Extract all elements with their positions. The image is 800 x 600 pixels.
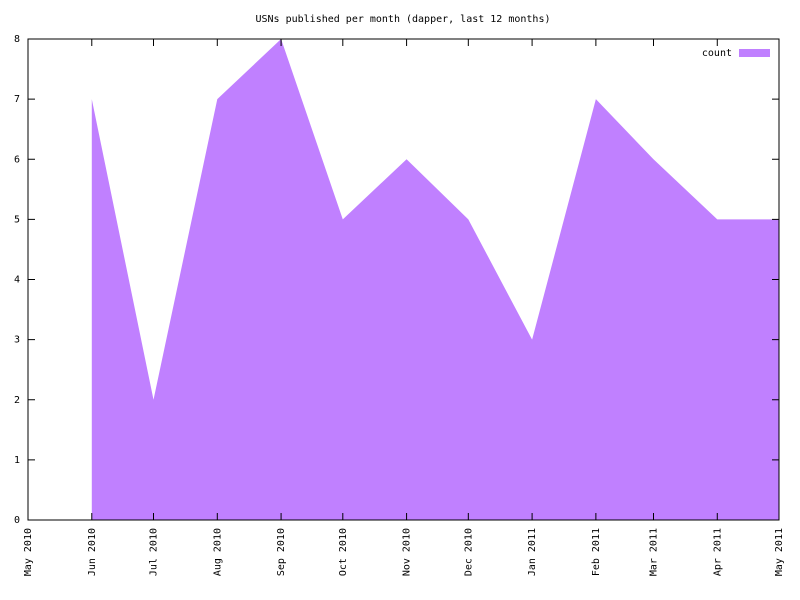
x-tick-label: Oct 2010 [338,528,349,576]
legend-label: count [702,48,732,59]
y-tick-label: 6 [14,154,20,165]
x-tick-label: Jan 2011 [527,528,538,576]
y-tick-label: 0 [14,515,20,526]
y-tick-label: 5 [14,214,20,225]
x-tick-label: Nov 2010 [402,528,413,576]
area [91,39,779,520]
legend-swatch [739,49,770,57]
chart-title: USNs published per month (dapper, last 1… [255,14,550,25]
x-tick-label: Jun 2010 [87,528,98,576]
y-tick-label: 1 [14,455,20,466]
x-tick-label: May 2011 [774,528,785,576]
y-tick-label: 8 [14,34,20,45]
x-tick-label: Sep 2010 [276,528,287,576]
y-tick-label: 4 [14,275,20,286]
x-tick-label: Feb 2011 [591,528,602,576]
x-tick-label: Aug 2010 [212,528,223,576]
x-tick-label: Dec 2010 [463,528,474,576]
x-tick-label: Jul 2010 [149,528,160,576]
plot-border [27,38,780,521]
y-tick-label: 2 [14,395,20,406]
y-tick-label: 3 [14,335,20,346]
y-tick-label: 7 [14,94,20,105]
x-tick-label: May 2010 [23,528,34,576]
x-tick-label: Mar 2011 [648,528,659,576]
x-tick-label: Apr 2011 [712,528,723,576]
